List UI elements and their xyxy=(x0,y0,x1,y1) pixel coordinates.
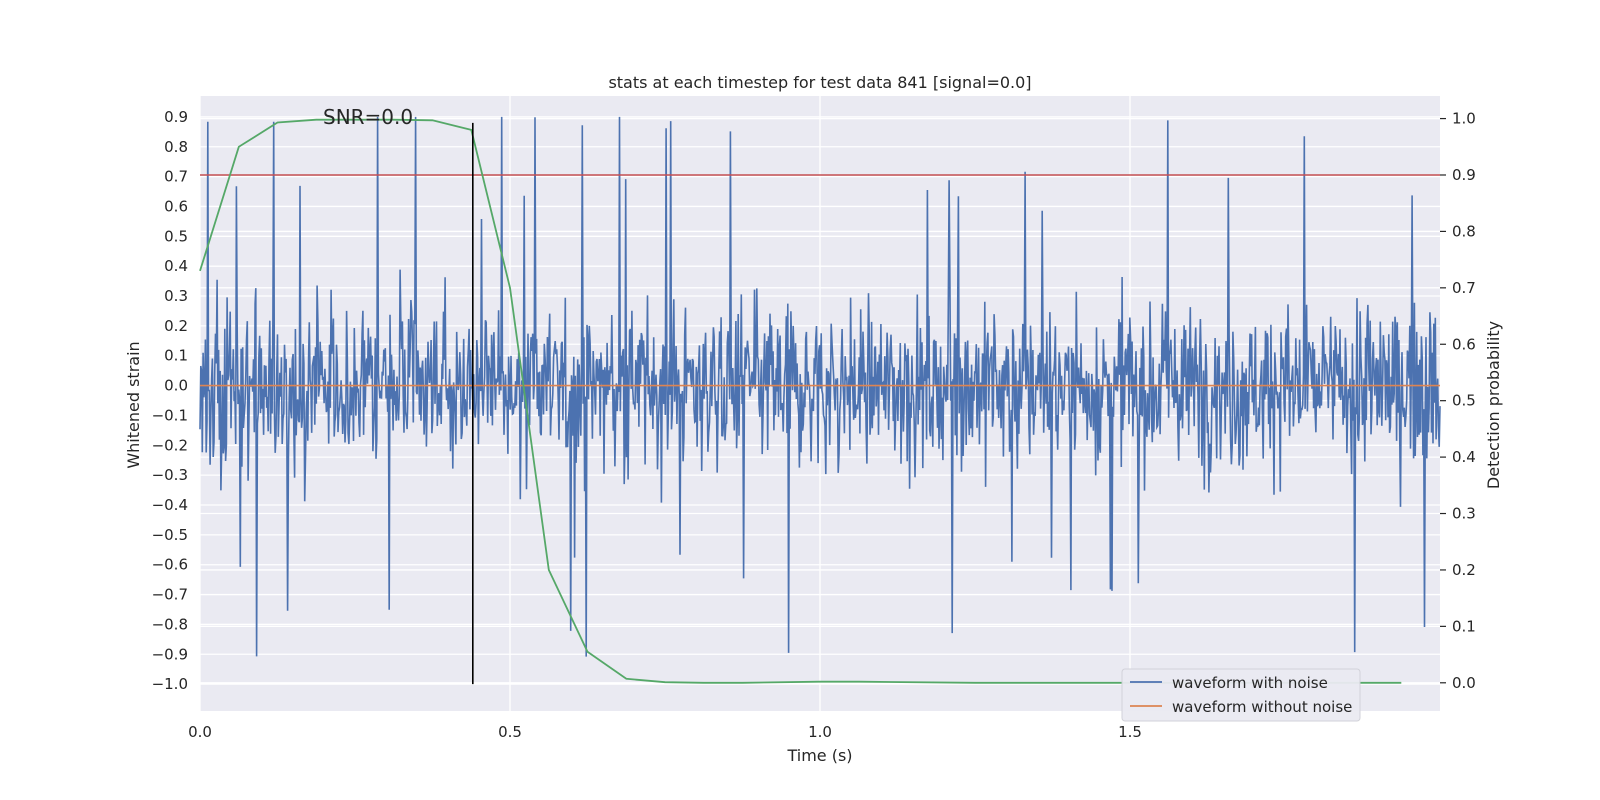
y-right-tick-label-0: 1.0 xyxy=(1452,110,1476,128)
legend-box xyxy=(1121,668,1361,722)
y-left-tick-label-7: 0.2 xyxy=(164,317,188,335)
x-tick-label-0: 0.0 xyxy=(188,723,212,741)
y-left-tick-label-9: 0.0 xyxy=(164,377,188,395)
x-tick-label-2: 1.0 xyxy=(808,723,832,741)
x-tick-label-1: 0.5 xyxy=(498,723,522,741)
y-left-tick-label-12: −0.3 xyxy=(152,466,188,484)
y-left-tick-label-3: 0.6 xyxy=(164,197,188,215)
series-detection-probability xyxy=(199,118,1402,684)
y-left-tick-label-6: 0.3 xyxy=(164,287,188,305)
y-left-tick-label-10: −0.1 xyxy=(152,406,188,424)
series-waveform-with-noise xyxy=(199,116,1441,657)
y-left-tick-label-8: 0.1 xyxy=(164,347,188,365)
snr-annotation: SNR=0.0 xyxy=(323,105,413,129)
y-left-tick-label-5: 0.4 xyxy=(164,257,188,275)
y-left-tick-label-4: 0.5 xyxy=(164,227,188,245)
y-right-tick-label-7: 0.3 xyxy=(1452,505,1476,523)
y-left-tick-label-17: −0.8 xyxy=(152,615,188,633)
legend: waveform with noise waveform without noi… xyxy=(1121,668,1361,722)
y-left-tick-label-0: 0.9 xyxy=(164,108,188,126)
x-axis-label: Time (s) xyxy=(786,746,852,765)
y-left-tick-label-11: −0.2 xyxy=(152,436,188,454)
legend-label-clean: waveform without noise xyxy=(1172,698,1352,716)
y-right-tick-label-6: 0.4 xyxy=(1452,448,1476,466)
y-left-tick-label-2: 0.7 xyxy=(164,168,188,186)
y-right-tick-label-2: 0.8 xyxy=(1452,222,1476,240)
y-right-axis-ticks: 1.0 0.9 0.8 0.7 0.6 0.5 0.4 0.3 0.2 0.1 0.0 xyxy=(1440,110,1476,692)
legend-label-noisy: waveform with noise xyxy=(1172,674,1328,692)
y-right-tick-label-4: 0.6 xyxy=(1452,335,1476,353)
y-left-axis-ticks: 0.9 0.8 0.7 0.6 0.5 0.4 0.3 0.2 0.1 0.0 −0.1 −0.2 −0… xyxy=(152,108,188,693)
y-left-tick-label-18: −0.9 xyxy=(152,645,188,663)
y-right-tick-label-3: 0.7 xyxy=(1452,279,1476,297)
y-left-tick-label-1: 0.8 xyxy=(164,138,188,156)
y-right-tick-label-9: 0.1 xyxy=(1452,617,1476,635)
x-tick-label-3: 1.5 xyxy=(1118,723,1142,741)
y-right-axis-label: Detection probability xyxy=(1484,321,1503,489)
noisy-waveform-group xyxy=(199,116,1441,657)
y-left-tick-label-15: −0.6 xyxy=(152,556,188,574)
y-right-tick-label-1: 0.9 xyxy=(1452,166,1476,184)
y-right-tick-label-10: 0.0 xyxy=(1452,674,1476,692)
y-right-tick-label-8: 0.2 xyxy=(1452,561,1476,579)
y-left-axis-label: Whitened strain xyxy=(124,341,143,468)
x-axis-ticks: 0.0 0.5 1.0 1.5 xyxy=(188,723,1142,741)
chart-title: stats at each timestep for test data 841… xyxy=(608,73,1031,92)
y-left-tick-label-19: −1.0 xyxy=(152,675,188,693)
y-left-tick-label-16: −0.7 xyxy=(152,586,188,604)
y-left-tick-label-14: −0.5 xyxy=(152,526,188,544)
y-right-tick-label-5: 0.5 xyxy=(1452,392,1476,410)
y-left-tick-label-13: −0.4 xyxy=(152,496,188,514)
